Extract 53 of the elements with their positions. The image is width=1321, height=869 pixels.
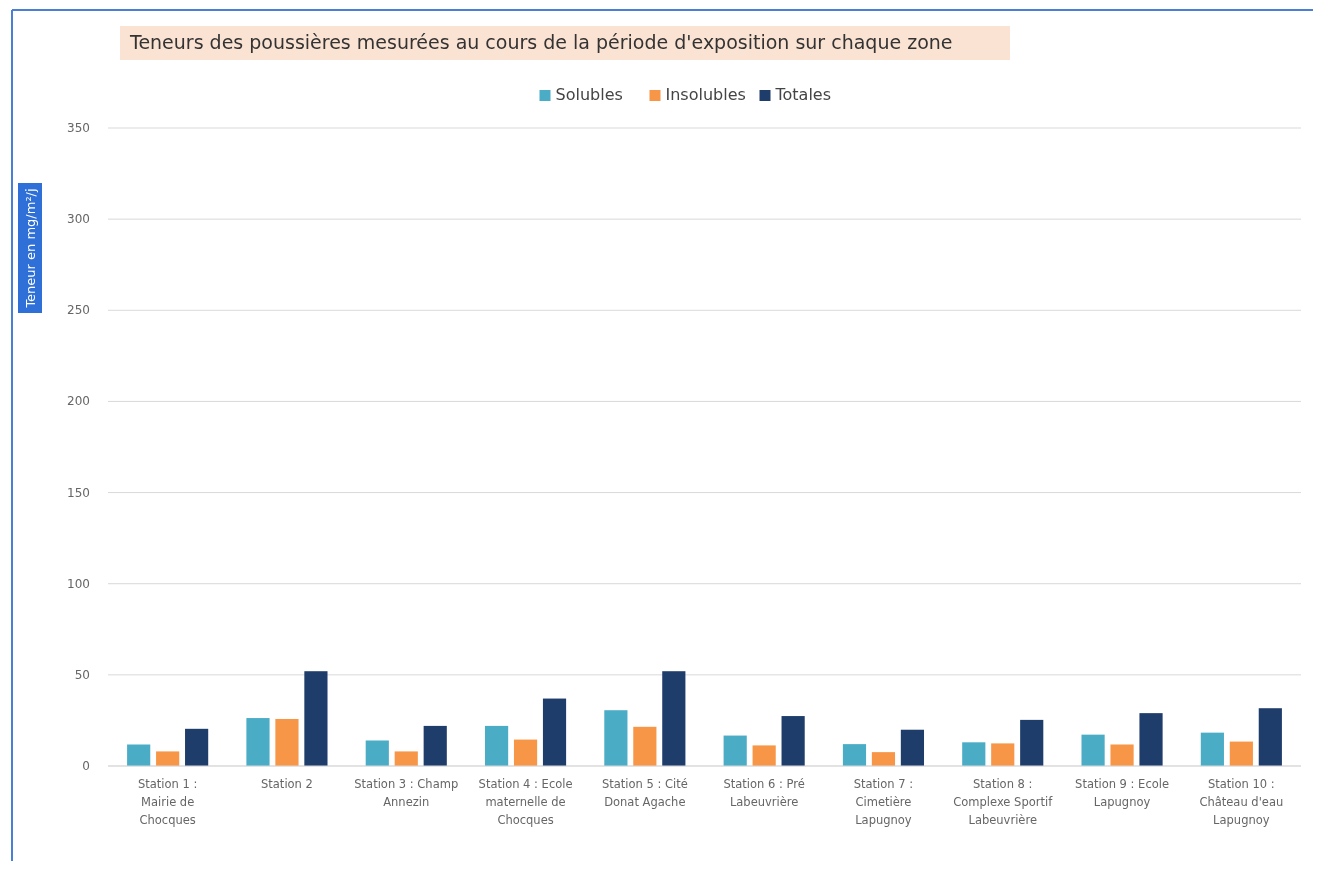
bar	[246, 718, 270, 766]
x-tick-label: Station 7 : Cimetière Lapugnoy	[853, 777, 914, 827]
x-tick-label: Station 4 : Ecole maternelle de Chocques	[478, 777, 573, 827]
bar	[1258, 708, 1282, 766]
y-axis-title: Teneur en mg/m²/j	[23, 188, 38, 309]
bar	[156, 751, 180, 766]
bar	[723, 735, 747, 766]
bar	[185, 728, 209, 766]
bar	[1229, 741, 1253, 766]
bar	[633, 726, 657, 766]
y-tick-label: 200	[67, 394, 90, 409]
y-tick-label: 50	[74, 667, 90, 682]
x-tick-label: Station 10 : Château d'eau Lapugnoy	[1199, 777, 1284, 827]
bar	[604, 710, 628, 766]
bar	[752, 745, 776, 766]
bar	[423, 725, 447, 766]
bar	[962, 742, 986, 766]
bar	[662, 671, 686, 766]
x-tick-label: Station 6 : Pré Labeuvrière	[723, 777, 805, 809]
bar	[1081, 734, 1105, 766]
x-tick-label: Station 3 : Champ Annezin	[354, 777, 459, 809]
x-tick-label: Station 8 : Complexe Sportif Labeuvrière	[953, 777, 1054, 827]
y-tick-label: 150	[67, 485, 90, 500]
y-tick-label: 100	[67, 576, 90, 591]
legend-label: Totales	[774, 85, 832, 104]
x-tick-label: Station 1 : Mairie de Chocques	[137, 777, 198, 827]
y-tick-label: 250	[67, 303, 90, 318]
bar	[304, 671, 328, 766]
bar	[513, 739, 538, 766]
bar	[991, 743, 1015, 766]
legend-label: Insolubles	[665, 85, 746, 104]
bar	[365, 740, 389, 766]
bar	[1139, 713, 1163, 766]
y-tick-label: 0	[82, 759, 90, 773]
y-tick-label: 300	[67, 212, 90, 227]
y-tick-label: 350	[67, 121, 90, 135]
bar	[127, 744, 151, 766]
bar	[275, 718, 299, 766]
legend-label: Solubles	[555, 85, 623, 104]
bar	[871, 752, 896, 766]
bar	[900, 729, 925, 766]
bar	[1200, 732, 1224, 766]
x-tick-label: Station 9 : Ecole Lapugnoy	[1075, 777, 1170, 809]
x-tick-label: Station 2	[261, 777, 313, 791]
bar	[842, 744, 867, 766]
bar	[1110, 744, 1134, 766]
x-tick-label: Station 5 : Cité Donat Agache	[601, 777, 688, 809]
bar	[394, 751, 418, 766]
bar	[1020, 719, 1044, 766]
chart-title: Teneurs des poussières mesurées au cours de la période d'exposition sur chaque zone	[129, 31, 953, 53]
bar	[781, 716, 805, 766]
bar	[542, 698, 567, 766]
bar	[484, 725, 509, 766]
